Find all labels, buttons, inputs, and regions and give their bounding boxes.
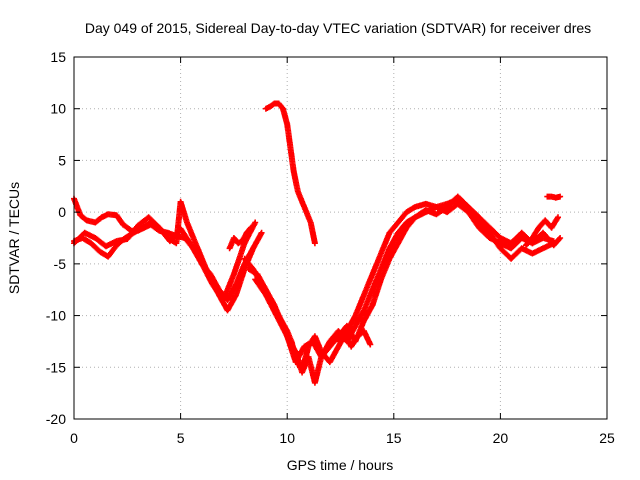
data-point bbox=[557, 235, 564, 241]
x-tick-label: 25 bbox=[599, 430, 615, 446]
x-tick-label: 15 bbox=[386, 430, 402, 446]
data-point bbox=[555, 214, 561, 221]
y-axis-label: SDTVAR / TECUs bbox=[6, 182, 22, 294]
data-point bbox=[258, 229, 265, 236]
series-track-8 bbox=[226, 224, 254, 252]
data-point bbox=[367, 341, 374, 348]
series-track-9 bbox=[544, 193, 564, 201]
y-tick-label: 10 bbox=[50, 101, 66, 117]
data-point bbox=[311, 240, 318, 247]
data-point bbox=[248, 224, 254, 231]
data-series bbox=[71, 100, 564, 386]
y-tick-label: -20 bbox=[46, 411, 66, 427]
y-tick-label: 15 bbox=[50, 49, 66, 65]
axis-ticks bbox=[73, 56, 608, 420]
tick-labels: 0 5 10 15 20 25 -20 -15 -10 -5 0 5 10 15 bbox=[46, 49, 615, 446]
y-tick-label: 0 bbox=[58, 204, 66, 220]
series-track-11 bbox=[335, 328, 374, 350]
series-track-10 bbox=[523, 214, 561, 249]
x-tick-label: 0 bbox=[70, 430, 78, 446]
series-track-6 bbox=[252, 200, 564, 366]
plot-frame bbox=[73, 56, 608, 420]
y-tick-label: 5 bbox=[58, 152, 66, 168]
grid-lines bbox=[74, 57, 607, 419]
chart-title: Day 049 of 2015, Sidereal Day-to-day VTE… bbox=[85, 20, 591, 36]
series-track-7 bbox=[262, 100, 318, 247]
x-tick-label: 5 bbox=[177, 430, 185, 446]
y-tick-label: -15 bbox=[46, 359, 66, 375]
data-point bbox=[557, 193, 564, 200]
data-point bbox=[252, 219, 259, 226]
x-tick-label: 20 bbox=[493, 430, 509, 446]
x-axis-label: GPS time / hours bbox=[287, 457, 394, 473]
x-tick-label: 10 bbox=[279, 430, 295, 446]
data-point bbox=[247, 225, 254, 232]
y-tick-label: -5 bbox=[54, 256, 67, 272]
y-tick-label: -10 bbox=[46, 308, 66, 324]
series-track-3 bbox=[71, 214, 259, 304]
data-point bbox=[556, 236, 563, 242]
